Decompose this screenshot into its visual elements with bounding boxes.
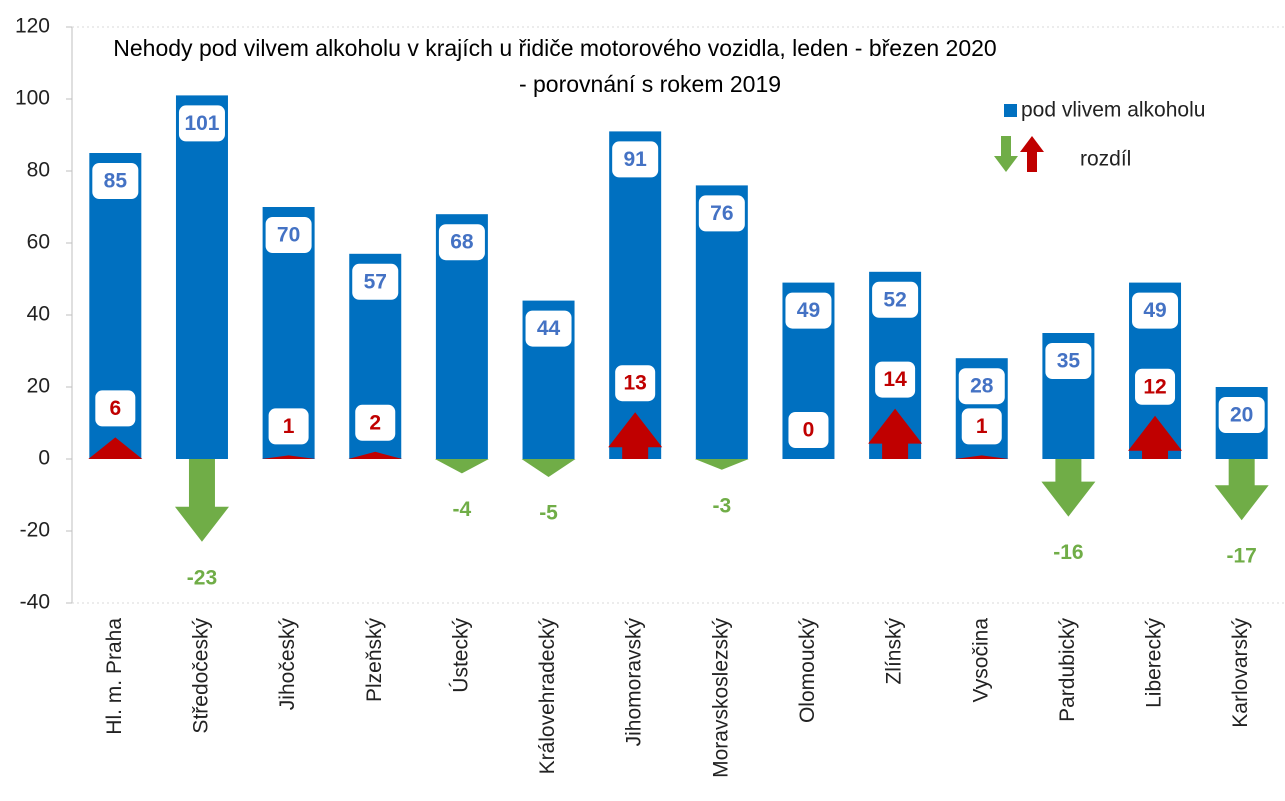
x-tick-label: Ústecký: [449, 618, 472, 693]
value-label: 76: [710, 202, 733, 225]
x-tick-label: Pardubický: [1056, 618, 1079, 722]
value-label: 85: [104, 170, 128, 193]
difference-arrow: [521, 459, 576, 477]
x-tick-label: Liberecký: [1143, 618, 1166, 708]
label-box: [875, 361, 916, 398]
x-tick-label: Středočeský: [190, 618, 213, 734]
label-box: [615, 365, 656, 402]
y-tick-label: 0: [38, 447, 50, 470]
difference-label: 13: [623, 372, 646, 395]
x-tick-label: Plzeňský: [363, 618, 386, 703]
x-tick-label: Hl. m. Praha: [103, 618, 126, 735]
label-box: [1218, 397, 1265, 433]
label-box: [355, 404, 396, 441]
label-box: [352, 263, 399, 300]
label-box: [268, 408, 309, 445]
label-box: [785, 292, 832, 329]
difference-label: -3: [712, 494, 731, 517]
x-tick-label: Zlínský: [883, 618, 906, 685]
y-tick-label: 100: [15, 87, 50, 110]
label-box: [1045, 343, 1092, 379]
label-box: [525, 310, 572, 347]
difference-arrow: [434, 459, 489, 474]
difference-arrow: [174, 459, 229, 542]
difference-label: -16: [1053, 541, 1083, 564]
difference-label: 12: [1143, 375, 1166, 398]
difference-label: -5: [539, 502, 558, 525]
value-label: 91: [623, 148, 647, 171]
legend-label: rozdíl: [1080, 148, 1131, 171]
difference-arrow: [88, 437, 143, 459]
label-box: [265, 217, 312, 253]
difference-label: 6: [109, 397, 121, 420]
difference-label: 1: [976, 415, 988, 438]
difference-arrow: [348, 451, 403, 459]
label-box: [872, 281, 919, 318]
difference-label: 0: [803, 419, 815, 442]
value-label: 68: [450, 231, 474, 254]
y-tick-label: 60: [27, 231, 50, 254]
difference-arrow: [608, 412, 663, 459]
value-label: 49: [1143, 299, 1166, 322]
difference-arrow: [1128, 415, 1183, 459]
x-tick-label: Karlovarský: [1229, 618, 1252, 728]
value-label: 101: [184, 112, 219, 135]
value-label: 49: [797, 299, 820, 322]
x-tick-label: Moravskoslezský: [709, 618, 732, 778]
value-label: 28: [970, 375, 994, 398]
chart-title: Nehody pod vilvem alkoholu v krajích u ř…: [113, 35, 996, 61]
bar: [609, 131, 662, 459]
legend-arrow-down: [994, 136, 1018, 172]
label-box: [92, 163, 139, 199]
label-box: [438, 224, 485, 261]
label-box: [788, 412, 829, 448]
x-tick-label: Jihomoravský: [623, 618, 646, 747]
y-tick-label: 20: [27, 375, 50, 398]
label-box: [95, 390, 136, 427]
difference-arrow: [694, 459, 749, 470]
difference-arrow: [868, 408, 923, 459]
difference-label: 1: [283, 415, 295, 438]
difference-arrow: [1041, 459, 1096, 517]
label-box: [961, 408, 1002, 445]
difference-arrow: [261, 455, 316, 459]
difference-label: -4: [453, 498, 472, 521]
value-label: 52: [883, 288, 906, 311]
difference-label: 14: [883, 368, 907, 391]
value-label: 70: [277, 224, 300, 247]
label-box: [958, 368, 1005, 405]
difference-label: 2: [369, 411, 381, 434]
label-box: [698, 195, 745, 232]
legend-label: pod vlivem alkoholu: [1021, 99, 1205, 122]
difference-arrow: [1214, 459, 1269, 521]
value-label: 20: [1230, 404, 1253, 427]
x-tick-label: Olomoucký: [796, 618, 819, 724]
x-tick-label: Jihočeský: [276, 618, 299, 711]
chart-subtitle: - porovnání s rokem 2019: [519, 71, 781, 97]
y-tick-label: -40: [20, 591, 50, 614]
label-box: [178, 105, 225, 142]
value-label: 57: [364, 270, 387, 293]
y-tick-label: 80: [27, 159, 50, 182]
label-box: [612, 141, 659, 178]
difference-arrow: [954, 455, 1009, 459]
difference-label: -23: [187, 566, 217, 589]
label-box: [1135, 368, 1176, 405]
difference-label: -17: [1226, 545, 1256, 568]
y-tick-label: 40: [27, 303, 50, 326]
bar: [175, 95, 228, 460]
label-box: [1132, 292, 1179, 329]
x-tick-label: Vysočina: [969, 618, 992, 703]
x-tick-label: Královehradecký: [536, 618, 559, 775]
y-tick-label: 120: [15, 15, 50, 38]
y-tick-label: -20: [20, 519, 50, 542]
value-label: 44: [537, 317, 561, 340]
value-label: 35: [1057, 350, 1081, 373]
legend-arrow-up: [1020, 136, 1044, 172]
legend-swatch: [1004, 104, 1017, 117]
